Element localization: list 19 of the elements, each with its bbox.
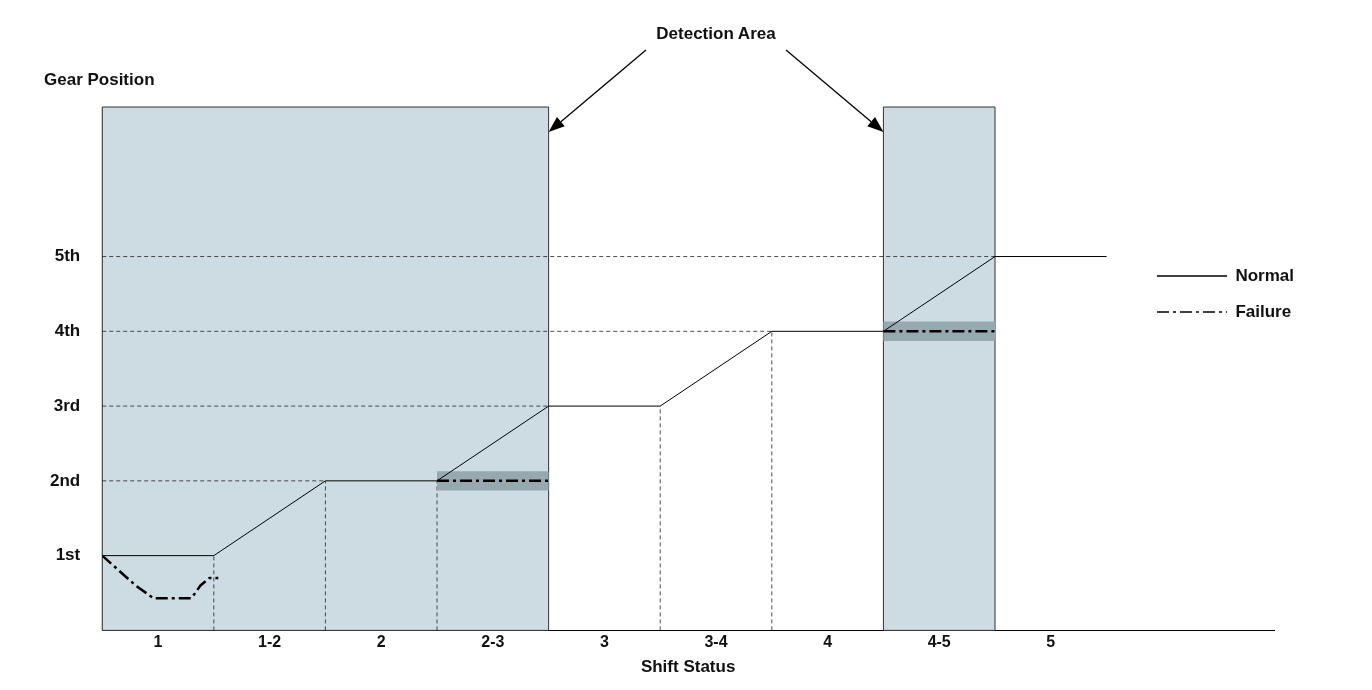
y-tick-label: 3rd <box>53 395 81 415</box>
x-tick-label: 2-3 <box>481 633 505 651</box>
x-tick-label: 1-2 <box>258 633 282 651</box>
y-tick-label: 4th <box>54 321 81 340</box>
text: Detection Area <box>655 24 777 44</box>
x-tick-label: 4 <box>823 633 833 651</box>
x-tick-label: 5 <box>1046 633 1056 651</box>
x-tick-label: 3-4 <box>704 633 728 651</box>
x-axis-title: Shift Status <box>640 657 736 677</box>
x-tick-label: 4-5 <box>927 633 951 651</box>
y-tick-label: 2nd <box>49 470 81 490</box>
x-tick-label: 3 <box>599 633 609 651</box>
y-tick-label: 5th <box>54 246 81 266</box>
y-axis-title: Gear Position <box>44 70 155 90</box>
legend-label: Normal <box>1235 266 1294 286</box>
legend-label: Failure <box>1235 302 1292 322</box>
y-tick-label: 1st <box>55 545 81 565</box>
x-tick-label: 2 <box>376 633 386 651</box>
x-tick-label: 1 <box>153 633 163 651</box>
